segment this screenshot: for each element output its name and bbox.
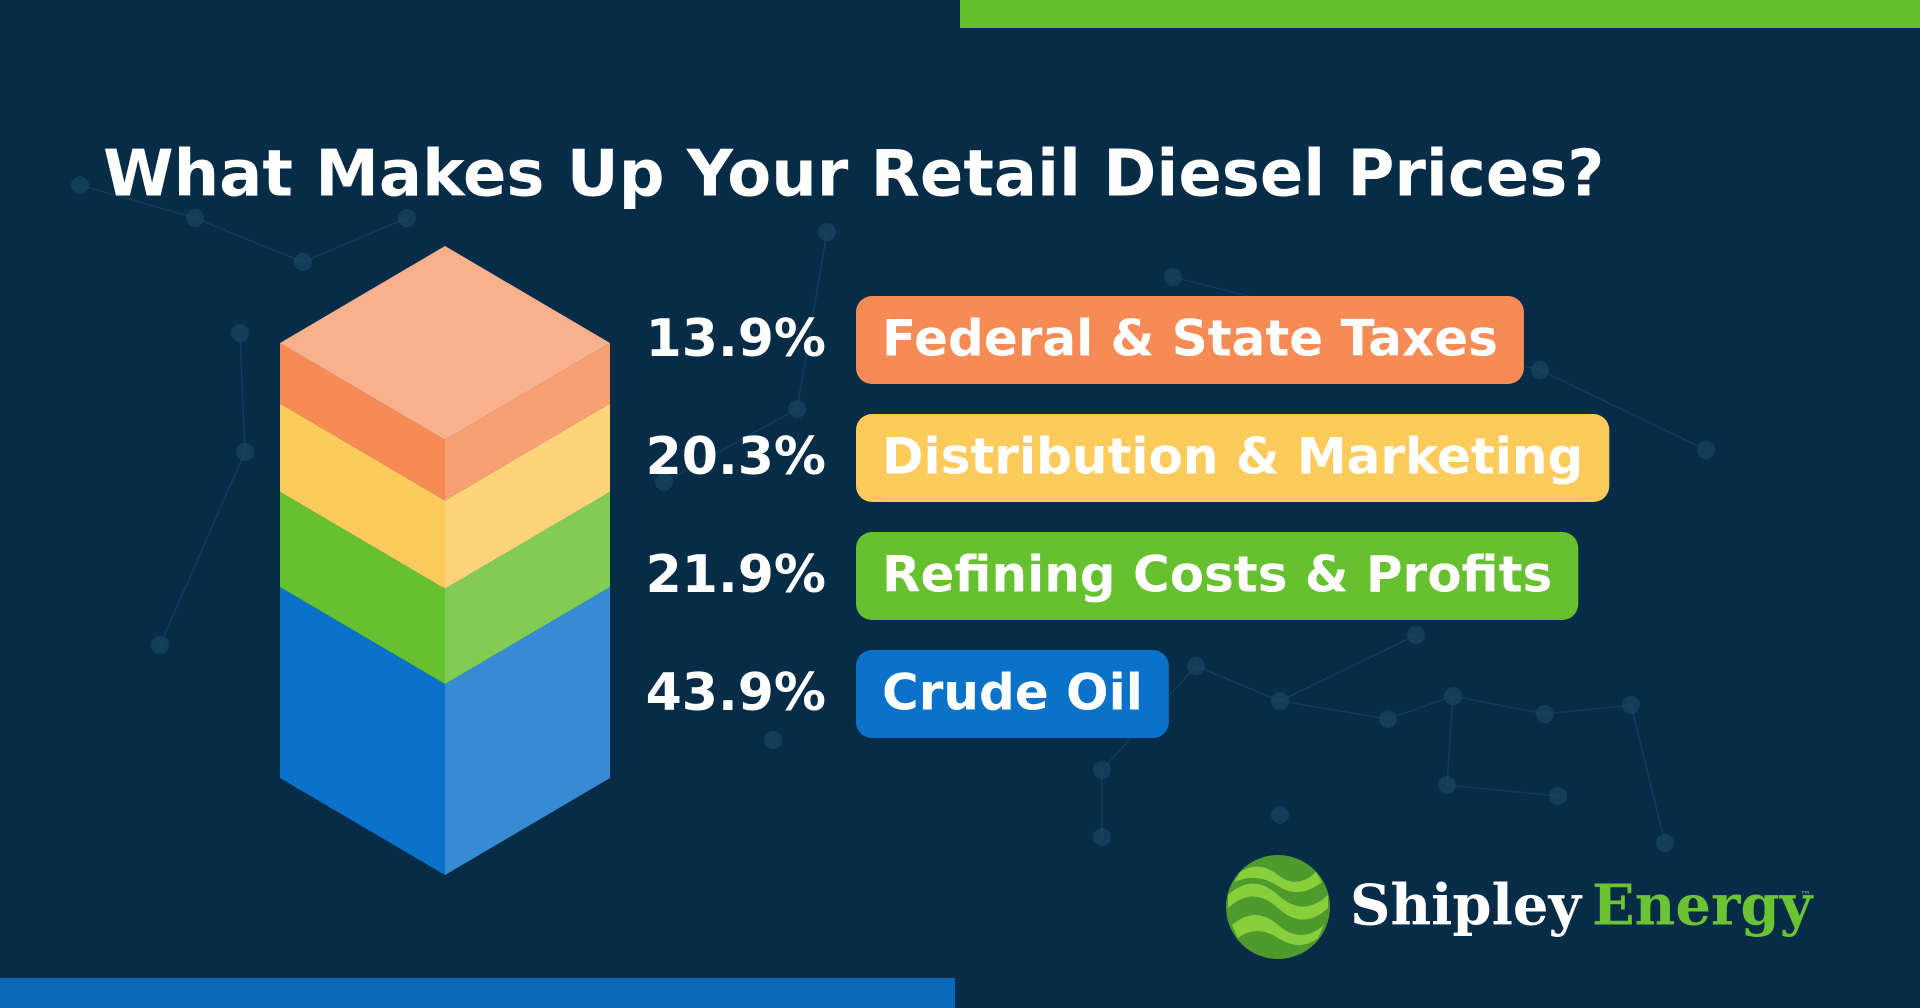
- column-left-face: [280, 343, 445, 501]
- legend-label: Refining Costs & Profits: [882, 546, 1552, 604]
- column-top-face: [280, 246, 610, 440]
- legend-pill: [856, 296, 1524, 384]
- logo-text: Shipley: [1350, 873, 1582, 939]
- column-right-face: [445, 587, 610, 875]
- logo-stripe: [1232, 915, 1324, 945]
- legend-pill: [856, 532, 1579, 620]
- column-left-face: [280, 491, 445, 685]
- network-decoration: [71, 176, 1715, 852]
- column-right-face: [445, 343, 610, 501]
- legend-pill: [856, 650, 1169, 738]
- bottom-accent-bar: [0, 978, 955, 1008]
- logo: Shipley Energy ™: [1226, 855, 1814, 959]
- legend-label: Distribution & Marketing: [882, 428, 1583, 486]
- value-label: 13.9%: [646, 309, 826, 369]
- value-label: 20.3%: [646, 427, 826, 487]
- column-right-face: [445, 403, 610, 589]
- legend-label: Crude Oil: [882, 664, 1143, 722]
- logo-stripe: [1228, 883, 1328, 920]
- value-label: 21.9%: [646, 545, 826, 605]
- legend-pill: [856, 414, 1610, 502]
- logo-trademark: ™: [1800, 889, 1811, 902]
- column-left-face: [280, 403, 445, 589]
- logo-stripe: [1234, 866, 1322, 893]
- column-left-face: [280, 587, 445, 875]
- logo-text: Energy: [1592, 873, 1814, 939]
- value-label: 43.9%: [646, 663, 826, 723]
- legend-label: Federal & State Taxes: [882, 310, 1498, 368]
- top-accent-bar: [960, 0, 1920, 28]
- column-right-face: [445, 491, 610, 685]
- chart-title: What Makes Up Your Retail Diesel Prices?: [103, 138, 1604, 212]
